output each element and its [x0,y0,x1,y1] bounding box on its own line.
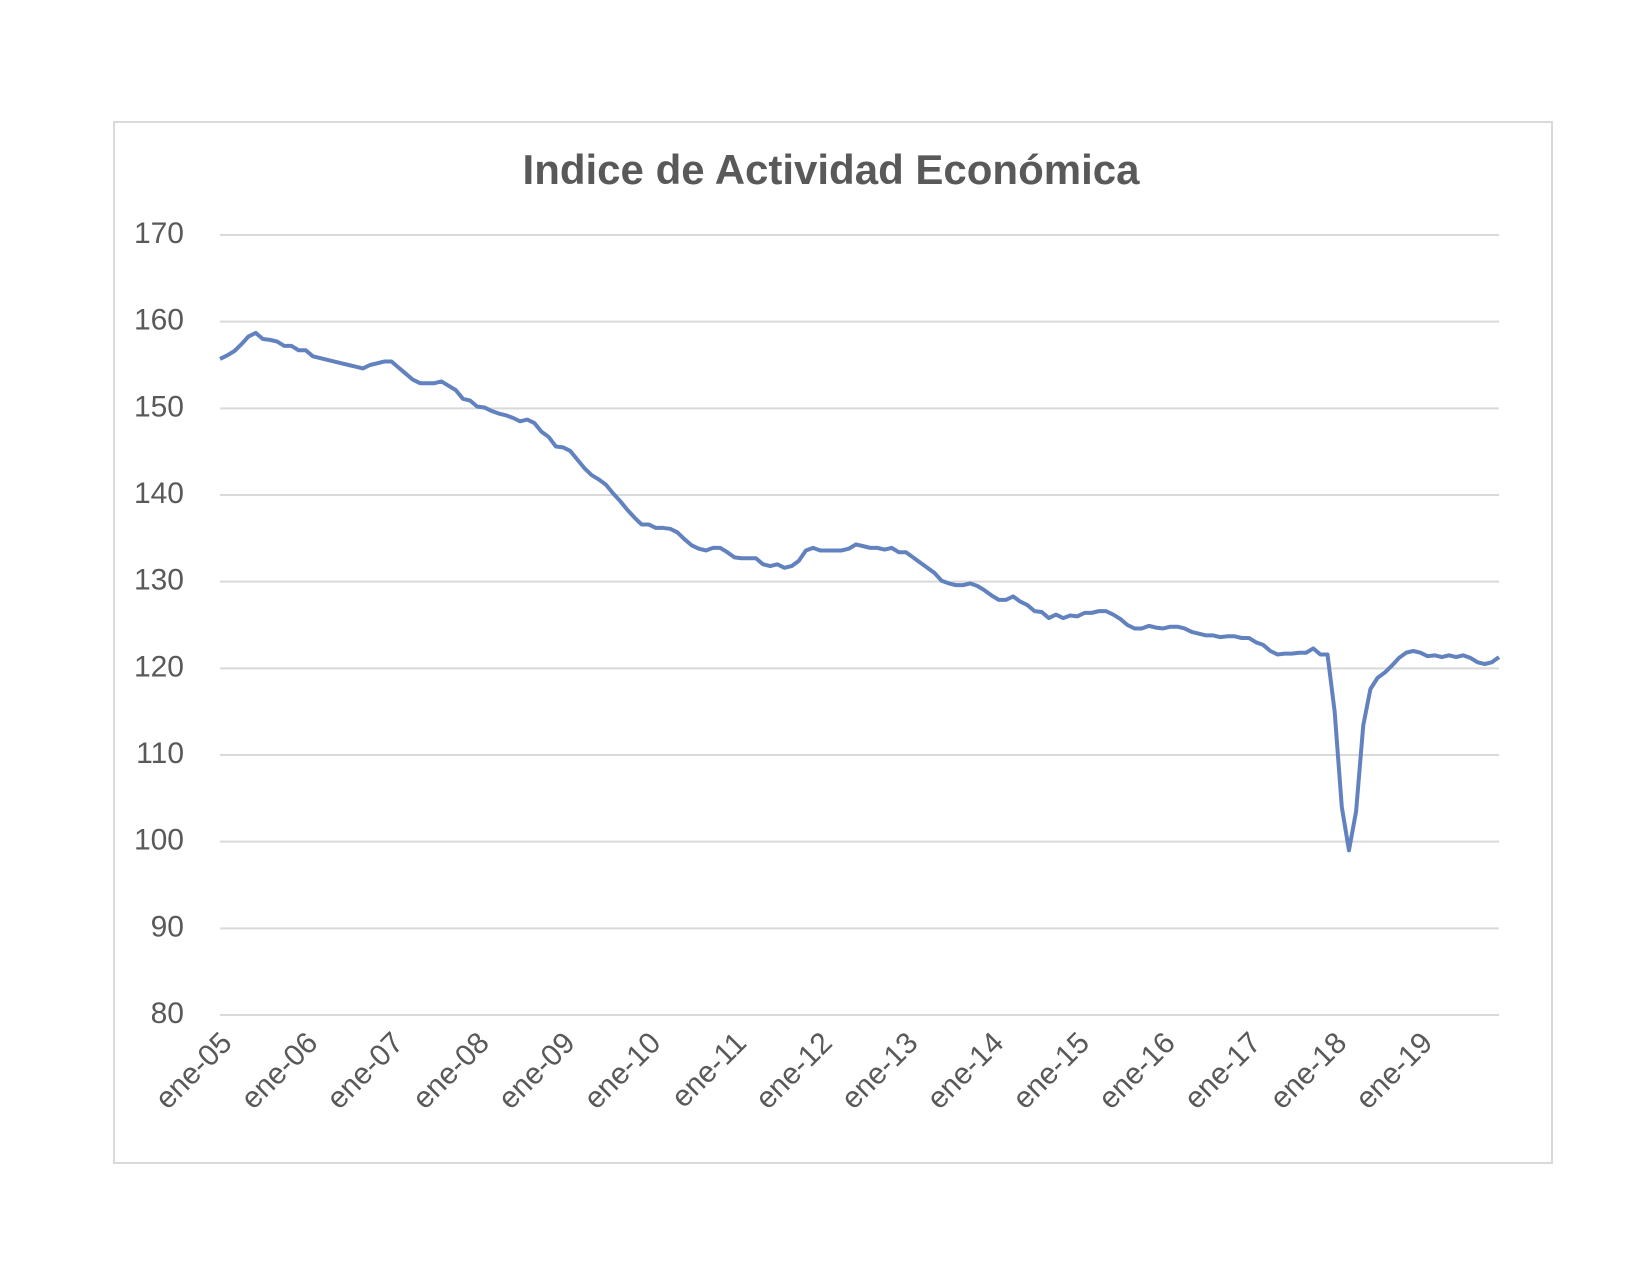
chart-title: Indice de Actividad Económica [523,146,1141,193]
y-tick-label: 130 [134,564,184,597]
y-tick-label: 160 [134,304,184,337]
y-tick-label: 80 [151,997,184,1030]
chart-frame [113,121,1553,1164]
y-tick-label: 110 [136,737,184,770]
y-tick-label: 140 [134,477,184,510]
y-tick-label: 100 [134,824,184,857]
y-tick-label: 150 [134,390,184,423]
y-tick-label: 120 [134,650,184,683]
y-tick-label: 90 [151,910,184,943]
y-tick-label: 170 [134,217,184,250]
data-line [219,330,1501,853]
